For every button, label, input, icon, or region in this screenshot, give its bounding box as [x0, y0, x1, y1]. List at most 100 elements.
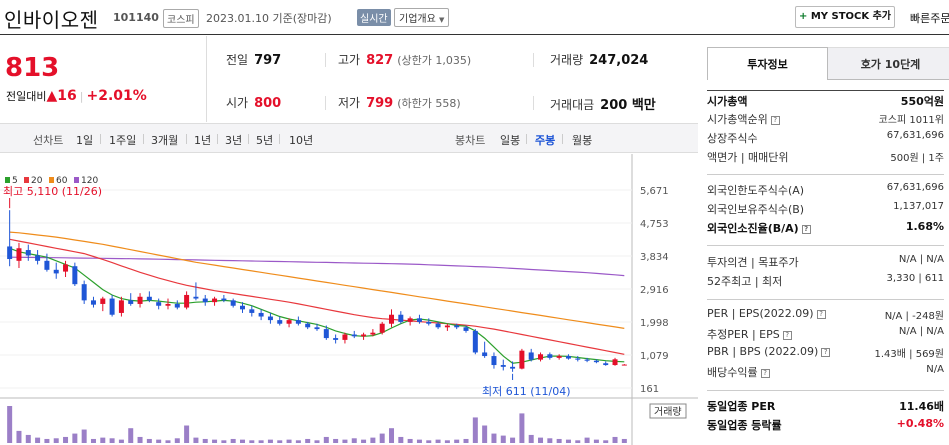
candle-monthly-button[interactable]: 월봉: [572, 134, 593, 147]
volume-bar: [333, 438, 339, 443]
stock-chart[interactable]: 5,671 4,753 3,834 2,916 1,998 1,079 161 5 20 60 12…: [0, 154, 698, 445]
volume-bar: [444, 440, 450, 443]
volume-bar: [25, 434, 31, 443]
legend-label: 20: [31, 176, 43, 186]
current-price: 813: [5, 53, 60, 83]
volume-bar: [81, 429, 87, 443]
realtime-button[interactable]: 실시간: [357, 9, 391, 26]
help-icon[interactable]: ?: [760, 369, 770, 378]
corp-overview-dropdown[interactable]: 기업개요 ▼: [394, 8, 450, 27]
period-1y-button[interactable]: 1년: [194, 134, 212, 147]
volume-bar: [398, 436, 404, 443]
info-value: N/A: [926, 364, 944, 375]
volume-label: 거래량: [550, 53, 584, 67]
volume-bar: [7, 406, 13, 443]
candle-body: [277, 320, 283, 324]
volume-bar: [212, 439, 218, 443]
candle-body: [100, 298, 106, 304]
divider: [707, 390, 944, 391]
candle-body: [575, 358, 581, 360]
info-label: 상장주식수: [707, 132, 758, 145]
candle-body: [463, 327, 469, 331]
candle-body: [35, 255, 41, 261]
volume-bar: [472, 417, 478, 443]
divider: [526, 134, 527, 144]
candle-body: [491, 356, 497, 366]
info-value: 3,330 | 611: [886, 273, 944, 284]
up-triangle-icon: ▲: [46, 88, 58, 104]
volume-bar: [193, 437, 199, 443]
volume-bar: [165, 440, 171, 443]
volume-bar: [556, 438, 562, 443]
info-row-foreign-holding: 외국인보유주식수(B) 1,137,017: [707, 199, 944, 218]
change-percent: +2.01%: [86, 88, 147, 104]
info-value: 67,631,696: [886, 130, 944, 141]
info-label: 외국인한도주식수(A): [707, 184, 805, 197]
period-1d-button[interactable]: 1일: [76, 134, 94, 147]
volume-label-box: [649, 403, 687, 419]
volume-bar: [286, 439, 292, 443]
info-label: 시가총액: [707, 95, 748, 108]
period-5y-button[interactable]: 5년: [256, 134, 274, 147]
divider: [533, 53, 534, 67]
candle-body: [128, 300, 134, 304]
upper-limit: (상한가 1,035): [397, 54, 472, 67]
candle-body: [118, 300, 124, 313]
volume-bar: [528, 434, 534, 443]
candle-daily-button[interactable]: 일봉: [500, 134, 521, 147]
reference-date: 2023.01.10 기준(장마감): [206, 12, 332, 25]
help-icon[interactable]: ?: [770, 116, 780, 125]
info-row-opinion: 투자의견 | 목표주가 N/A | N/A: [707, 252, 944, 271]
tab-order-book[interactable]: 호가 10단계: [828, 47, 949, 80]
candle-body: [90, 300, 96, 305]
divider: [707, 299, 944, 300]
candle-body: [565, 356, 571, 359]
divider: [562, 134, 563, 144]
candle-body: [361, 334, 367, 337]
period-3m-button[interactable]: 3개월: [151, 134, 179, 147]
info-label: 액면가 | 매매단위: [707, 151, 789, 164]
info-label: 외국인소진율(B/A)?: [707, 220, 811, 236]
volume-bar: [351, 438, 357, 443]
volume-bar: [221, 440, 227, 443]
volume-bar: [128, 428, 134, 443]
market-badge: 코스피: [163, 9, 199, 28]
divider: [279, 134, 280, 144]
ma5-line: [9, 247, 625, 364]
volume-bar: [454, 439, 460, 443]
y-tick-label: 4,753: [640, 219, 669, 230]
help-icon[interactable]: ?: [821, 348, 831, 357]
help-icon[interactable]: ?: [782, 331, 792, 340]
volume-bar: [184, 425, 190, 443]
help-icon[interactable]: ?: [801, 225, 811, 234]
add-my-stock-button[interactable]: + MY STOCK 추가: [795, 6, 895, 28]
legend-label: 120: [81, 176, 98, 186]
volume-bar: [267, 439, 273, 443]
candle-body: [137, 296, 143, 304]
candle-weekly-button[interactable]: 주봉: [535, 134, 556, 147]
quick-order-link[interactable]: 빠른주문: [910, 12, 949, 25]
divider: [248, 134, 249, 144]
candle-body: [556, 356, 562, 358]
volume-bar: [435, 439, 441, 443]
period-1w-button[interactable]: 1주일: [109, 134, 137, 147]
ma60-line: [9, 231, 625, 329]
legend-swatch: [49, 177, 54, 183]
candle-body: [510, 366, 516, 369]
help-icon[interactable]: ?: [816, 310, 826, 319]
period-10y-button[interactable]: 10년: [289, 134, 314, 147]
volume-bar: [510, 437, 516, 443]
chart-canvas[interactable]: 5,671 4,753 3,834 2,916 1,998 1,079 161 5 20 60 12…: [0, 154, 698, 445]
volume-bar: [239, 439, 245, 443]
tab-investment-info[interactable]: 투자정보: [707, 47, 828, 80]
volume-bar: [44, 438, 50, 443]
high-value: 827: [366, 53, 394, 68]
info-value: N/A | -248원: [884, 311, 944, 322]
candle-body: [370, 332, 376, 335]
legend-label: 5: [12, 176, 18, 186]
stock-name: 인바이오젠: [4, 8, 99, 32]
lower-limit: (하한가 558): [397, 97, 461, 110]
period-3y-button[interactable]: 3년: [225, 134, 243, 147]
candle-body: [16, 248, 22, 261]
info-value: 550억원: [900, 95, 944, 108]
